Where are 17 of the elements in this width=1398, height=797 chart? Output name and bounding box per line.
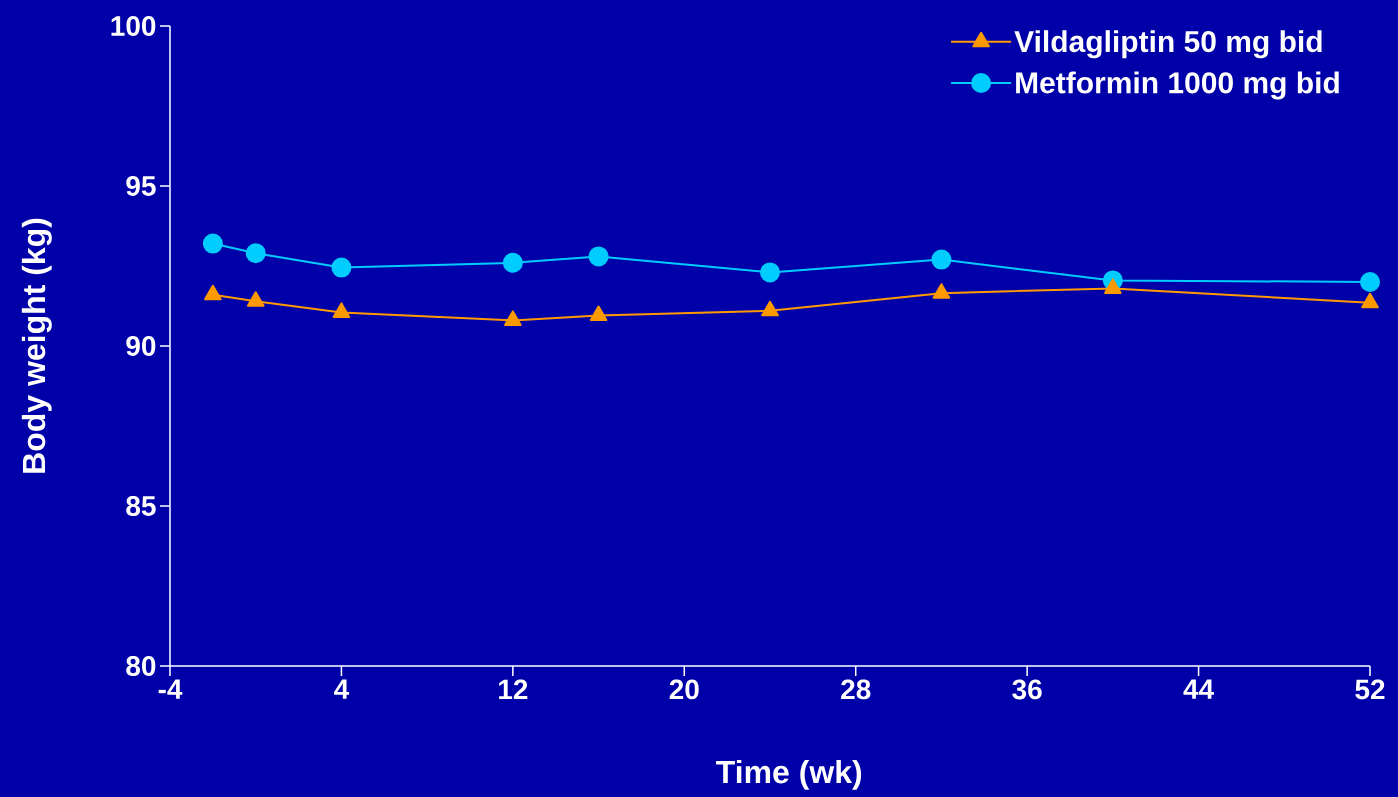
- x-tick-label: 36: [1012, 679, 1042, 700]
- x-tick-label: 12: [499, 679, 528, 700]
- x-tick-label: 28: [841, 679, 871, 700]
- y-axis-title: Body weight (kg): [21, 218, 52, 473]
- x-tick-label: 52: [1355, 679, 1385, 700]
- y-tick-label: 95: [126, 176, 156, 196]
- x-axis-title: Time (wk): [716, 759, 862, 790]
- x-tick-label: -4: [158, 679, 183, 699]
- y-tick-label: 90: [126, 336, 156, 356]
- y-tick-label: 85: [126, 496, 156, 516]
- legend-label: Vildagliptin 50 mg bid: [1014, 30, 1322, 59]
- x-tick-label: 20: [669, 679, 699, 700]
- y-tick-label: 80: [126, 656, 156, 676]
- y-tick-label: 100: [111, 16, 156, 36]
- x-tick-label: 4: [334, 679, 350, 699]
- legend-label: Metformin 1000 mg bid: [1016, 71, 1339, 100]
- x-tick-label: 44: [1183, 679, 1214, 699]
